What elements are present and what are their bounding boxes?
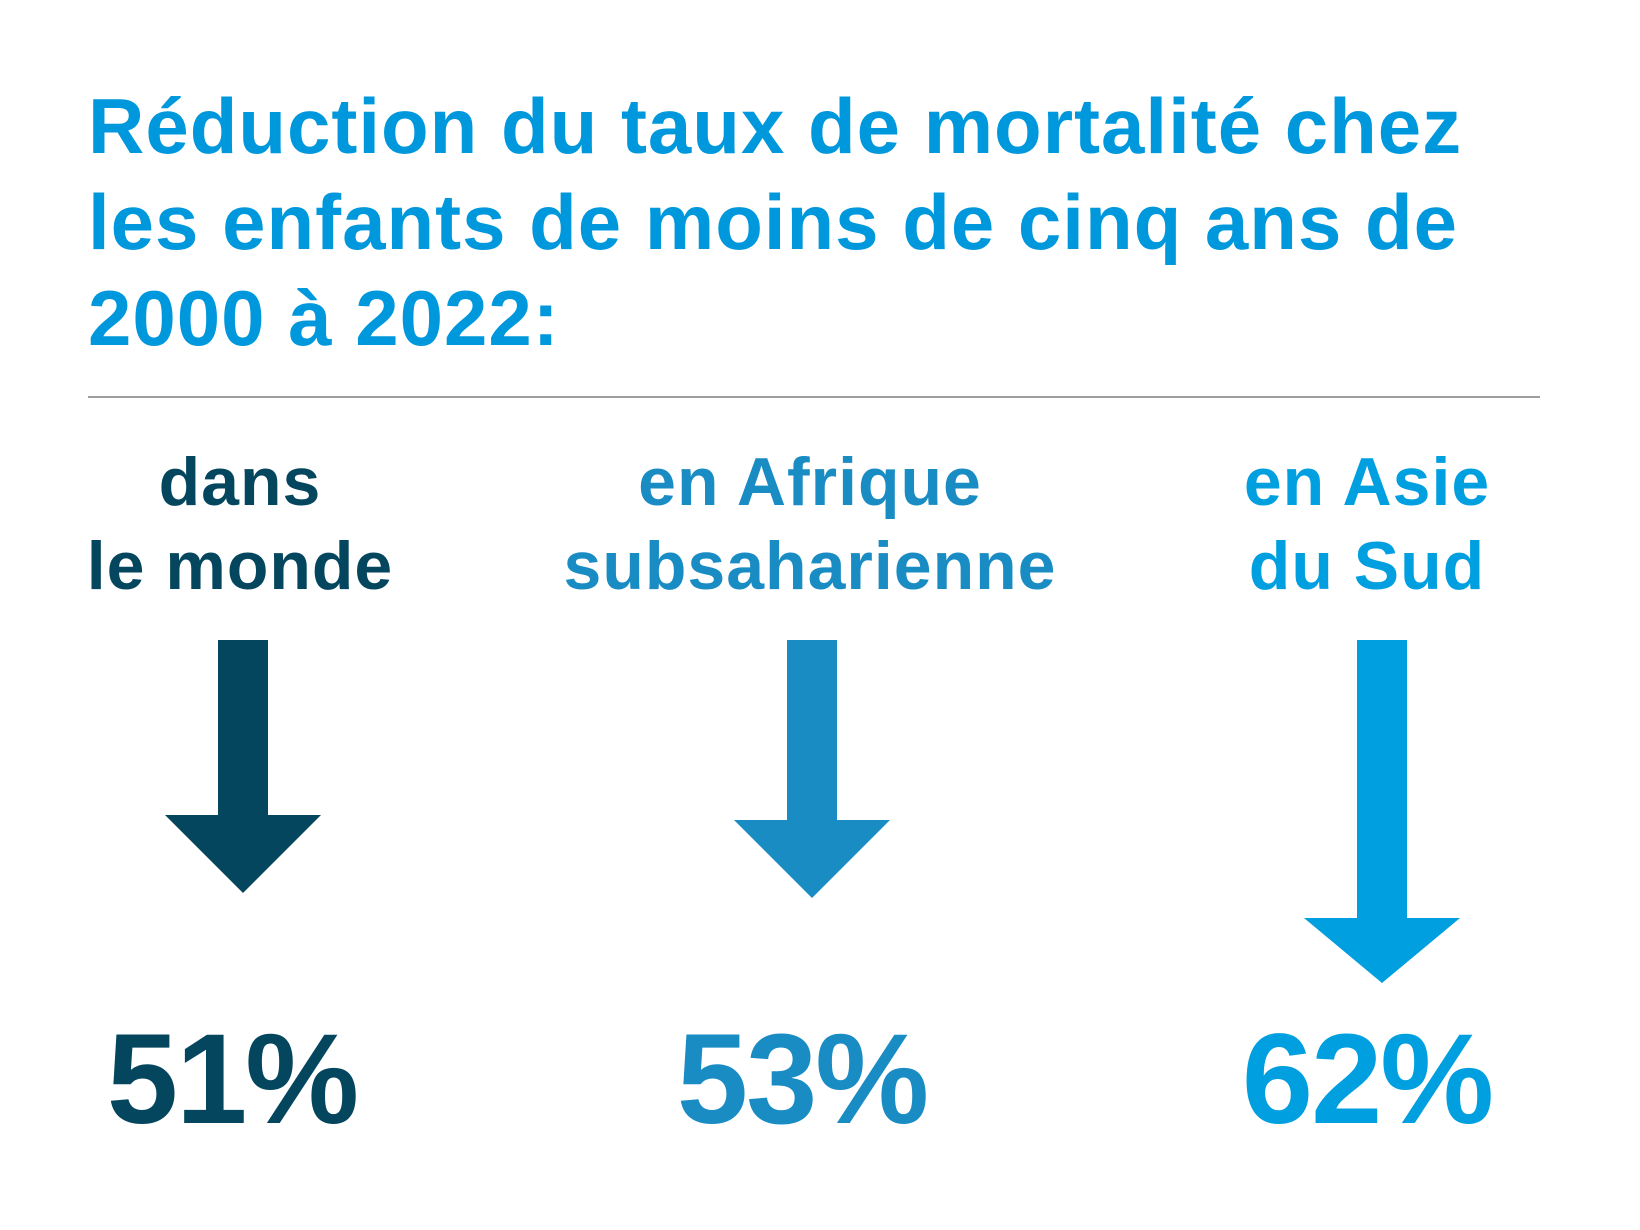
region-asia: en Asie du Sud	[1087, 440, 1640, 608]
arrow-down-icon	[165, 640, 321, 893]
arrow-down-icon	[734, 640, 890, 898]
title-line-2: les enfants de moins de cinq ans de	[88, 178, 1459, 266]
infographic-title: Réduction du taux de mortalité chez les …	[88, 78, 1568, 366]
region-africa-label: en Afrique subsaharienne	[563, 444, 1057, 604]
region-world-value: 51%	[106, 1008, 359, 1151]
region-africa-value: 53%	[676, 1008, 929, 1151]
region-asia-value: 62%	[1241, 1008, 1494, 1151]
region-africa: en Afrique subsaharienne	[530, 440, 1090, 608]
arrow-down-icon	[1304, 640, 1460, 983]
region-world-label: dans le monde	[86, 444, 394, 604]
title-line-1: Réduction du taux de mortalité chez	[88, 82, 1463, 170]
divider	[88, 396, 1540, 398]
title-line-3: 2000 à 2022:	[88, 274, 560, 362]
region-world: dans le monde	[0, 440, 520, 608]
region-asia-label: en Asie du Sud	[1243, 444, 1491, 604]
